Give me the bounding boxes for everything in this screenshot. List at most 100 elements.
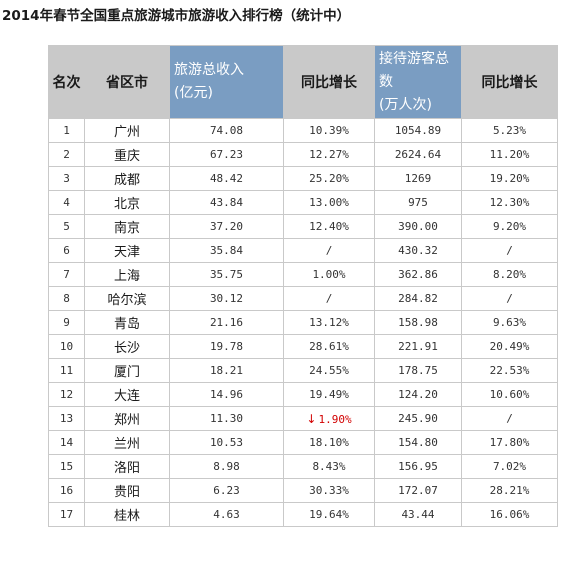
table-row: 2 重庆 67.23 12.27% 2624.64 11.20% [48,142,558,167]
revenue-growth-cell: 1.00% [283,262,375,287]
table-row: 1 广州 74.08 10.39% 1054.89 5.23% [48,118,558,143]
table-row: 5 南京 37.20 12.40% 390.00 9.20% [48,214,558,239]
city-cell: 郑州 [84,406,170,431]
rank-cell: 12 [48,382,85,407]
city-cell: 大连 [84,382,170,407]
visitors-growth-cell: 12.30% [461,190,558,215]
rank-cell: 10 [48,334,85,359]
table-row: 7 上海 35.75 1.00% 362.86 8.20% [48,262,558,287]
revenue-cell: 8.98 [169,454,284,479]
visitors-cell: 221.91 [374,334,462,359]
revenue-growth-cell: 24.55% [283,358,375,383]
rank-cell: 13 [48,406,85,431]
header-visitors-label-2: 数 [379,73,393,90]
city-cell: 贵阳 [84,478,170,503]
table-row: 16 贵阳 6.23 30.33% 172.07 28.21% [48,478,558,503]
down-arrow-icon: ↓ [306,411,317,426]
visitors-cell: 172.07 [374,478,462,503]
header-visitors-label-1: 接待游客总 [379,50,449,67]
revenue-cell: 4.63 [169,502,284,527]
header-visitors: 接待游客总 数 (万人次) [374,45,462,119]
visitors-growth-cell: 20.49% [461,334,558,359]
visitors-growth-cell: 10.60% [461,382,558,407]
table-row: 10 长沙 19.78 28.61% 221.91 20.49% [48,334,558,359]
visitors-cell: 284.82 [374,286,462,311]
table-row: 13 郑州 11.30 ↓ 1.90% 245.90/ [48,406,558,431]
visitors-cell: 154.80 [374,430,462,455]
revenue-growth-cell: 12.40% [283,214,375,239]
city-cell: 厦门 [84,358,170,383]
visitors-cell: 245.90 [374,406,462,431]
rank-cell: 16 [48,478,85,503]
visitors-growth-cell: / [461,238,558,263]
visitors-cell: 1054.89 [374,118,462,143]
visitors-cell: 156.95 [374,454,462,479]
city-cell: 洛阳 [84,454,170,479]
rank-cell: 11 [48,358,85,383]
table-row: 4 北京 43.84 13.00% 975 12.30% [48,190,558,215]
header-revenue-label: 旅游总收入 [174,62,244,78]
visitors-growth-cell: 7.02% [461,454,558,479]
revenue-growth-cell: 19.64% [283,502,375,527]
visitors-cell: 2624.64 [374,142,462,167]
revenue-growth-cell: 10.39% [283,118,375,143]
rank-cell: 8 [48,286,85,311]
visitors-growth-cell: 9.63% [461,310,558,335]
visitors-growth-cell: 16.06% [461,502,558,527]
table-row: 9 青岛 21.16 13.12% 158.98 9.63% [48,310,558,335]
header-visitors-unit: (万人次) [379,96,432,113]
revenue-growth-value: 1.90% [318,412,352,426]
revenue-cell: 48.42 [169,166,284,191]
table-header-row: 名次 省区市 旅游总收入 (亿元) 同比增长 接待游客总 数 (万人次) 同比增… [48,45,558,119]
city-cell: 哈尔滨 [84,286,170,311]
revenue-growth-cell: 12.27% [283,142,375,167]
revenue-growth-cell: / [283,286,375,311]
table-row: 14 兰州 10.53 18.10% 154.80 17.80% [48,430,558,455]
revenue-cell: 30.12 [169,286,284,311]
revenue-growth-cell: 19.49% [283,382,375,407]
visitors-cell: 43.44 [374,502,462,527]
visitors-growth-cell: 9.20% [461,214,558,239]
visitors-cell: 158.98 [374,310,462,335]
city-cell: 成都 [84,166,170,191]
revenue-growth-cell: 13.00% [283,190,375,215]
rank-cell: 5 [48,214,85,239]
rank-cell: 17 [48,502,85,527]
table-row: 17 桂林 4.63 19.64% 43.44 16.06% [48,502,558,527]
visitors-cell: 178.75 [374,358,462,383]
revenue-cell: 35.84 [169,238,284,263]
revenue-cell: 37.20 [169,214,284,239]
table-body: 1 广州 74.08 10.39% 1054.89 5.23% 2 重庆 67.23 12.27%… [48,118,558,527]
city-cell: 广州 [84,118,170,143]
revenue-growth-cell: 30.33% [283,478,375,503]
page-title: 2014年春节全国重点旅游城市旅游收入排行榜（统计中） [2,8,351,24]
visitors-cell: 975 [374,190,462,215]
revenue-cell: 35.75 [169,262,284,287]
table-row: 3 成都 48.42 25.20% 1269 19.20% [48,166,558,191]
visitors-growth-cell: 5.23% [461,118,558,143]
rank-cell: 4 [48,190,85,215]
visitors-growth-cell: / [461,286,558,311]
header-province: 省区市 [84,45,170,119]
rank-cell: 3 [48,166,85,191]
table-row: 11 厦门 18.21 24.55% 178.75 22.53% [48,358,558,383]
city-cell: 青岛 [84,310,170,335]
ranking-table: 名次 省区市 旅游总收入 (亿元) 同比增长 接待游客总 数 (万人次) 同比增… [48,45,558,527]
city-cell: 北京 [84,190,170,215]
header-revenue: 旅游总收入 (亿元) [169,45,284,119]
rank-cell: 15 [48,454,85,479]
city-cell: 重庆 [84,142,170,167]
revenue-growth-cell: ↓ 1.90% [283,406,375,431]
revenue-growth-cell: 25.20% [283,166,375,191]
revenue-cell: 10.53 [169,430,284,455]
header-visitors-growth: 同比增长 [461,45,558,119]
revenue-growth-cell: / [283,238,375,263]
table-row: 12 大连 14.96 19.49% 124.20 10.60% [48,382,558,407]
city-cell: 上海 [84,262,170,287]
visitors-growth-cell: 17.80% [461,430,558,455]
visitors-cell: 430.32 [374,238,462,263]
visitors-cell: 362.86 [374,262,462,287]
rank-cell: 14 [48,430,85,455]
table-row: 15 洛阳 8.98 8.43% 156.95 7.02% [48,454,558,479]
city-cell: 南京 [84,214,170,239]
